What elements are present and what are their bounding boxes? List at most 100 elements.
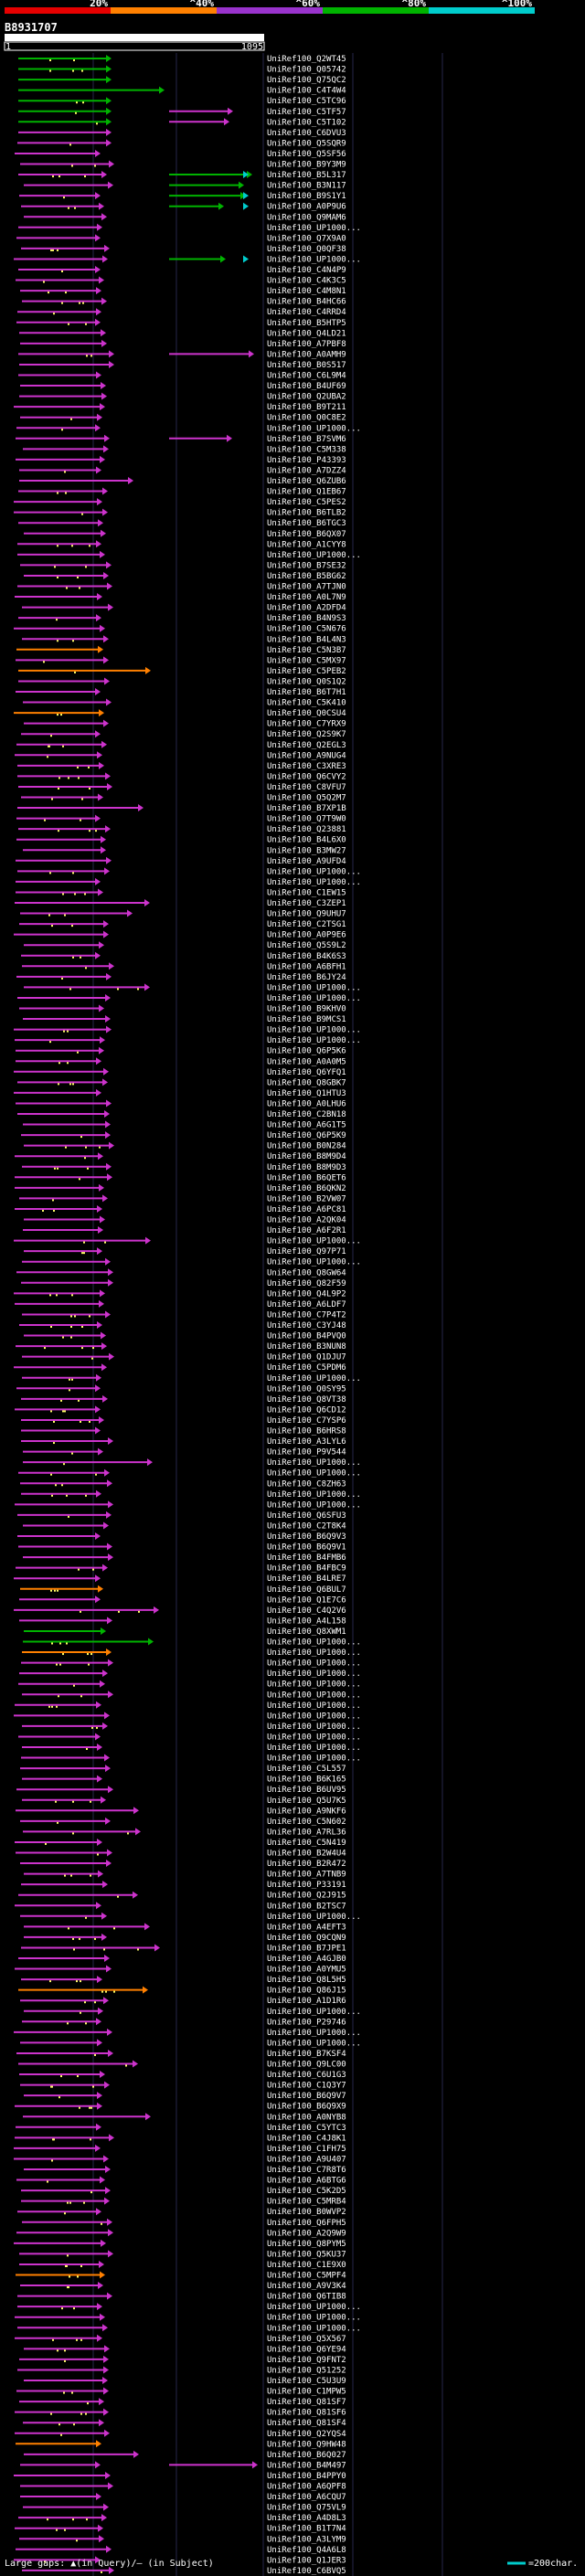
hit-row[interactable]: UniRef100_Q81SF7	[19, 2398, 346, 2407]
hit-row[interactable]: UniRef100_Q2YQS4	[15, 2429, 346, 2439]
hit-row[interactable]: UniRef100_UP1000...	[17, 2303, 361, 2312]
hit-label[interactable]: UniRef100_Q8GW64	[267, 1268, 346, 1277]
hit-label[interactable]: UniRef100_Q9UHU7	[267, 910, 346, 919]
hit-label[interactable]: UniRef100_B3NUN8	[267, 1342, 346, 1352]
hit-label[interactable]: UniRef100_C7YRX9	[267, 720, 346, 729]
hit-row[interactable]: UniRef100_Q75VL9	[23, 2503, 346, 2513]
hit-row[interactable]: UniRef100_UP1000...	[20, 2039, 361, 2048]
hit-row[interactable]: UniRef100_Q9HW48	[16, 2440, 346, 2449]
hit-row[interactable]: UniRef100_A6F2R1	[23, 1226, 346, 1235]
hit-label[interactable]: UniRef100_Q6ZUB6	[267, 477, 346, 486]
hit-label[interactable]: UniRef100_B2W4U4	[267, 1850, 346, 1859]
hit-row[interactable]: UniRef100_Q5X567	[15, 2334, 346, 2344]
hit-row[interactable]: UniRef100_C5N602	[20, 1817, 346, 1827]
hit-row[interactable]: UniRef100_A3LYL6	[21, 1437, 346, 1447]
hit-label[interactable]: UniRef100_UP1000...	[267, 1913, 361, 1922]
hit-label[interactable]: UniRef100_C5M338	[267, 445, 346, 454]
hit-row[interactable]: UniRef100_UP1000...	[14, 1712, 361, 1721]
hit-label[interactable]: UniRef100_C5T102	[267, 118, 346, 127]
hit-row[interactable]: UniRef100_UP1000...	[22, 1373, 361, 1383]
hit-label[interactable]: UniRef100_B5HTP5	[267, 319, 346, 328]
hit-label[interactable]: UniRef100_B7SVM6	[267, 435, 346, 444]
hit-row[interactable]: UniRef100_C8ZH63	[20, 1479, 346, 1489]
hit-row[interactable]: UniRef100_P9V544	[23, 1447, 346, 1458]
hit-row[interactable]: UniRef100_B6HRS8	[21, 1426, 346, 1436]
hit-label[interactable]: UniRef100_B6K165	[267, 1776, 346, 1785]
hit-label[interactable]: UniRef100_B6QKN2	[267, 1184, 346, 1193]
hit-row[interactable]: UniRef100_UP1000...	[15, 1036, 361, 1045]
hit-row[interactable]: UniRef100_Q0QF38	[21, 244, 346, 254]
hit-label[interactable]: UniRef100_Q5S9L2	[267, 941, 346, 950]
hit-label[interactable]: UniRef100_A1CYY8	[267, 540, 346, 549]
hit-row[interactable]: UniRef100_C5PEB2	[18, 666, 346, 676]
hit-row[interactable]: UniRef100_Q9FNT2	[19, 2355, 346, 2365]
hit-row[interactable]: UniRef100_Q4L9P2	[14, 1289, 346, 1299]
hit-row[interactable]: UniRef100_A4EFT3	[24, 1923, 346, 1932]
hit-row[interactable]: UniRef100_UP1000...	[22, 1722, 361, 1732]
hit-label[interactable]: UniRef100_UP1000...	[267, 2029, 361, 2038]
hit-row[interactable]: UniRef100_B4LRE7	[14, 1574, 346, 1584]
hit-row[interactable]: UniRef100_C5PES2	[14, 498, 346, 507]
hit-label[interactable]: UniRef100_UP1000...	[267, 1733, 361, 1742]
hit-row[interactable]: UniRef100_Q81SF4	[23, 2419, 346, 2428]
hit-row[interactable]: UniRef100_Q7X9A0	[16, 234, 346, 243]
hit-label[interactable]: UniRef100_A2Q9W9	[267, 2229, 346, 2238]
hit-label[interactable]: UniRef100_UP1000...	[267, 1723, 361, 1732]
hit-row[interactable]: UniRef100_B4L6X0	[16, 835, 346, 845]
hit-label[interactable]: UniRef100_Q5U7K5	[267, 1797, 346, 1806]
hit-label[interactable]: UniRef100_A0YMU5	[267, 1966, 346, 1975]
hit-row[interactable]: UniRef100_B2W4U4	[16, 1849, 346, 1859]
hit-label[interactable]: UniRef100_C5PES2	[267, 498, 346, 507]
hit-label[interactable]: UniRef100_Q2S9K7	[267, 730, 346, 739]
hit-label[interactable]: UniRef100_Q7X9A0	[267, 234, 346, 243]
hit-row[interactable]: UniRef100_B3NUN8	[16, 1342, 346, 1352]
hit-label[interactable]: UniRef100_UP1000...	[267, 867, 361, 876]
hit-row[interactable]: UniRef100_B7SE32	[20, 561, 346, 570]
hit-label[interactable]: UniRef100_A6PC81	[267, 1205, 346, 1214]
hit-label[interactable]: UniRef100_Q4A6L8	[267, 2546, 346, 2555]
hit-row[interactable]: UniRef100_Q8L5H5	[21, 1976, 346, 1985]
hit-label[interactable]: UniRef100_UP1000...	[267, 551, 361, 560]
hit-row[interactable]: UniRef100_UP1000...	[22, 1648, 361, 1658]
hit-row[interactable]: UniRef100_C3ZEP1	[15, 899, 346, 908]
hit-label[interactable]: UniRef100_C7P4T2	[267, 1310, 346, 1320]
hit-label[interactable]: UniRef100_A3LYM9	[267, 2535, 346, 2544]
hit-row[interactable]: UniRef100_Q6CD12	[15, 1405, 346, 1415]
hit-row[interactable]: UniRef100_B6TGC3	[18, 519, 346, 528]
hit-row[interactable]: UniRef100_P43393	[16, 455, 346, 465]
hit-row[interactable]: UniRef100_B9MCS1	[23, 1015, 346, 1024]
hit-row[interactable]: UniRef100_Q6CVY2	[17, 772, 346, 781]
hit-row[interactable]: UniRef100_Q97P71	[24, 1247, 346, 1256]
hit-label[interactable]: UniRef100_B5BG62	[267, 572, 346, 581]
hit-row[interactable]: UniRef100_Q2UBA2	[19, 392, 346, 402]
hit-label[interactable]: UniRef100_C6L9M4	[267, 372, 346, 381]
hit-label[interactable]: UniRef100_A6G1T5	[267, 1121, 346, 1130]
hit-row[interactable]: UniRef100_A0A0M5	[16, 1057, 346, 1066]
hit-row[interactable]: UniRef100_A0P9E6	[14, 930, 346, 940]
hit-label[interactable]: UniRef100_C5YTC3	[267, 2124, 346, 2133]
hit-row[interactable]: UniRef100_Q0SY95	[16, 1384, 346, 1394]
hit-label[interactable]: UniRef100_C4N4P9	[267, 266, 346, 275]
hit-row[interactable]: UniRef100_C2TSG1	[19, 920, 346, 929]
hit-row[interactable]: UniRef100_B1T7N4	[15, 2524, 346, 2534]
hit-row[interactable]: UniRef100_C5U3U9	[24, 2377, 346, 2386]
hit-label[interactable]: UniRef100_UP1000...	[267, 1036, 361, 1045]
hit-label[interactable]: UniRef100_Q6CD12	[267, 1405, 346, 1415]
hit-row[interactable]: UniRef100_B4PPY0	[14, 2471, 346, 2481]
hit-label[interactable]: UniRef100_C3YJ48	[267, 1321, 346, 1330]
hit-row[interactable]: UniRef100_A2Q9W9	[16, 2229, 346, 2238]
hit-label[interactable]: UniRef100_Q75VL9	[267, 2504, 346, 2513]
hit-label[interactable]: UniRef100_Q6CVY2	[267, 772, 346, 781]
hit-label[interactable]: UniRef100_C5L557	[267, 1765, 346, 1774]
hit-label[interactable]: UniRef100_A6BTG6	[267, 2177, 346, 2186]
hit-row[interactable]: UniRef100_A0AMH9	[18, 350, 346, 359]
hit-row[interactable]: UniRef100_C5TC96	[18, 97, 346, 106]
hit-row[interactable]: UniRef100_UP1000...	[23, 1458, 361, 1468]
hit-row[interactable]: UniRef100_C4Q2V6	[14, 1606, 346, 1616]
hit-label[interactable]: UniRef100_Q82F59	[267, 1279, 346, 1288]
hit-label[interactable]: UniRef100_UP1000...	[267, 1458, 361, 1468]
hit-row[interactable]: UniRef100_Q1E7C6	[19, 1595, 346, 1605]
hit-label[interactable]: UniRef100_UP1000...	[267, 983, 361, 992]
hit-label[interactable]: UniRef100_B6HRS8	[267, 1427, 346, 1436]
hit-row[interactable]: UniRef100_B4K6S3	[21, 951, 346, 961]
